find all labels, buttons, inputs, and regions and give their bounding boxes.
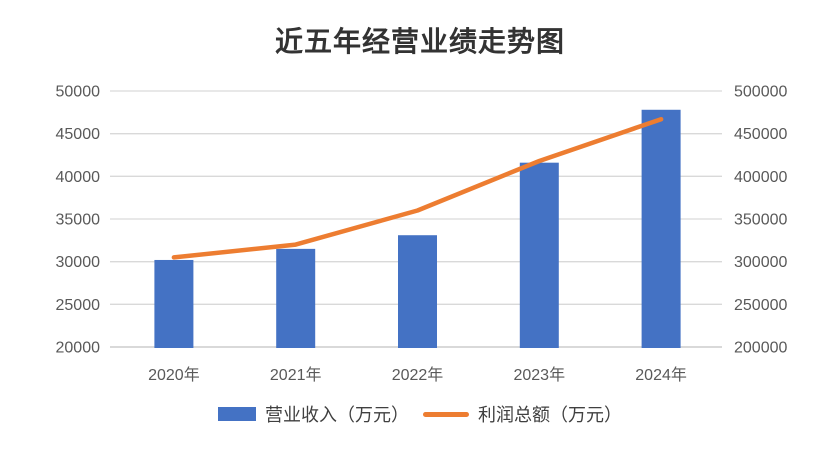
- legend-label-revenue: 营业收入（万元）: [265, 405, 409, 425]
- chart-legend: 营业收入（万元） 利润总额（万元）: [0, 401, 840, 427]
- y-axis-label-left: 30000: [56, 254, 101, 271]
- profit-line-swatch-icon: [423, 411, 469, 417]
- y-axis-label-right: 450000: [734, 126, 787, 143]
- legend-label-profit: 利润总额（万元）: [478, 405, 622, 425]
- y-axis-label-right: 250000: [734, 297, 787, 314]
- y-axis-label-left: 45000: [56, 126, 101, 143]
- y-axis-label-left: 40000: [56, 169, 101, 186]
- y-axis-label-left: 35000: [56, 212, 101, 229]
- y-axis-label-left: 50000: [56, 84, 101, 101]
- legend-item-revenue: 营业收入（万元）: [218, 401, 409, 427]
- revenue-bar: [276, 248, 316, 348]
- x-axis-label: 2020年: [148, 366, 200, 384]
- x-axis-label: 2021年: [270, 366, 322, 384]
- revenue-bar: [154, 259, 194, 348]
- y-axis-label-left: 20000: [56, 340, 101, 357]
- y-axis-label-right: 200000: [734, 340, 787, 357]
- x-axis-label: 2024年: [635, 366, 687, 384]
- y-axis-label-right: 400000: [734, 169, 787, 186]
- y-axis-label-right: 350000: [734, 212, 787, 229]
- y-axis-label-left: 25000: [56, 297, 101, 314]
- revenue-bar: [398, 235, 437, 348]
- y-axis-label-right: 300000: [734, 254, 787, 271]
- revenue-bar-swatch-icon: [218, 407, 256, 421]
- x-axis-label: 2023年: [513, 366, 565, 384]
- profit-line: [171, 116, 664, 260]
- chart-title: 近五年经营业绩走势图: [274, 27, 565, 58]
- legend-item-profit: 利润总额（万元）: [423, 401, 622, 427]
- revenue-bar: [641, 109, 681, 348]
- revenue-bar: [519, 162, 559, 348]
- y-axis-label-right: 500000: [734, 84, 787, 101]
- x-axis-label: 2022年: [392, 366, 444, 384]
